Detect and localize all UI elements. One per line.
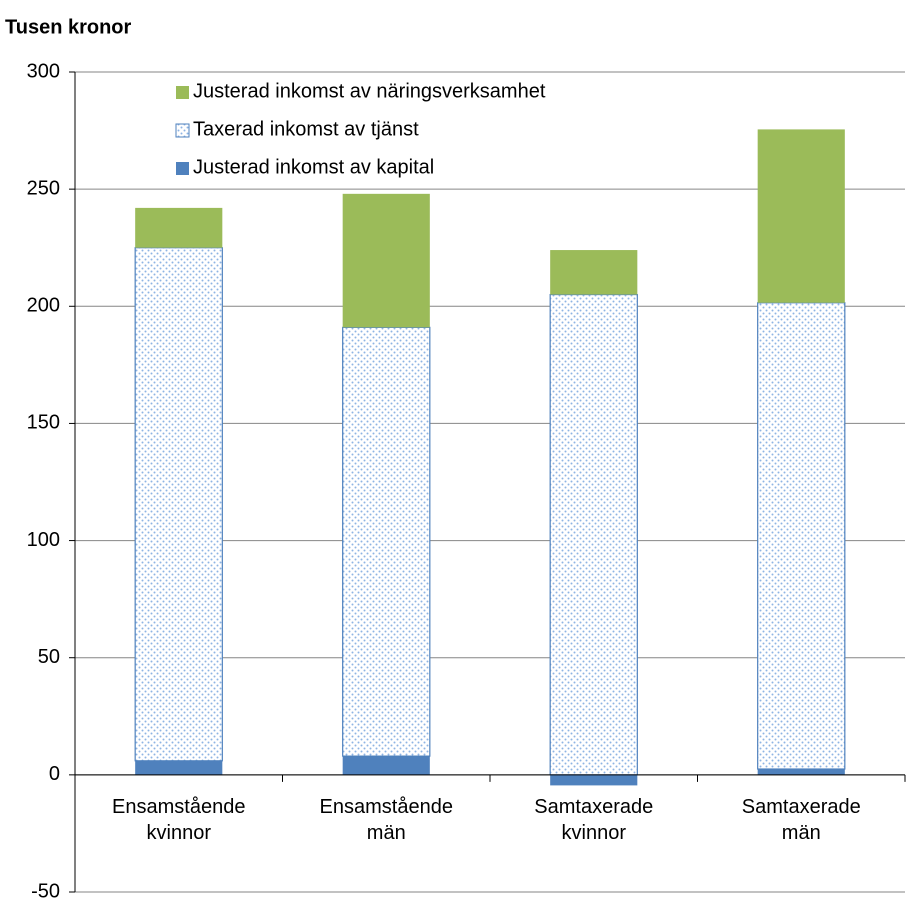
legend-swatch (176, 162, 189, 175)
y-tick-label: -50 (31, 880, 60, 902)
bar-segment (757, 302, 846, 770)
legend-label: Justerad inkomst av näringsverksamhet (193, 80, 546, 102)
bar-segment (135, 760, 223, 775)
y-tick-label: 200 (27, 295, 60, 317)
y-tick-label: 300 (27, 60, 60, 82)
bar-segment (549, 293, 638, 776)
x-tick-label: Samtaxerade män (742, 796, 861, 844)
bar-segment (134, 247, 223, 762)
bar-segment (757, 129, 845, 303)
bar-segment (757, 769, 845, 775)
legend-swatch (175, 123, 190, 138)
y-tick-label: 100 (27, 529, 60, 551)
y-tick-label: 50 (38, 646, 60, 668)
y-tick-label: 150 (27, 412, 60, 434)
bar-segment (135, 207, 223, 248)
y-tick-label: 0 (49, 763, 60, 785)
x-tick-label: Ensamstående män (320, 796, 453, 844)
legend-label: Taxerad inkomst av tjänst (193, 118, 419, 140)
x-tick-label: Ensamstående kvinnor (112, 796, 245, 844)
bar-segment (342, 756, 430, 775)
legend-label: Justerad inkomst av kapital (193, 156, 434, 178)
y-tick-label: 250 (27, 177, 60, 199)
bar-segment (550, 774, 638, 786)
chart-title: Tusen kronor (5, 16, 132, 38)
x-tick-label: Samtaxerade kvinnor (534, 796, 653, 844)
bar-segment (550, 250, 638, 295)
bar-segment (342, 326, 431, 757)
bar-segment (342, 193, 430, 328)
legend-swatch (176, 86, 189, 99)
